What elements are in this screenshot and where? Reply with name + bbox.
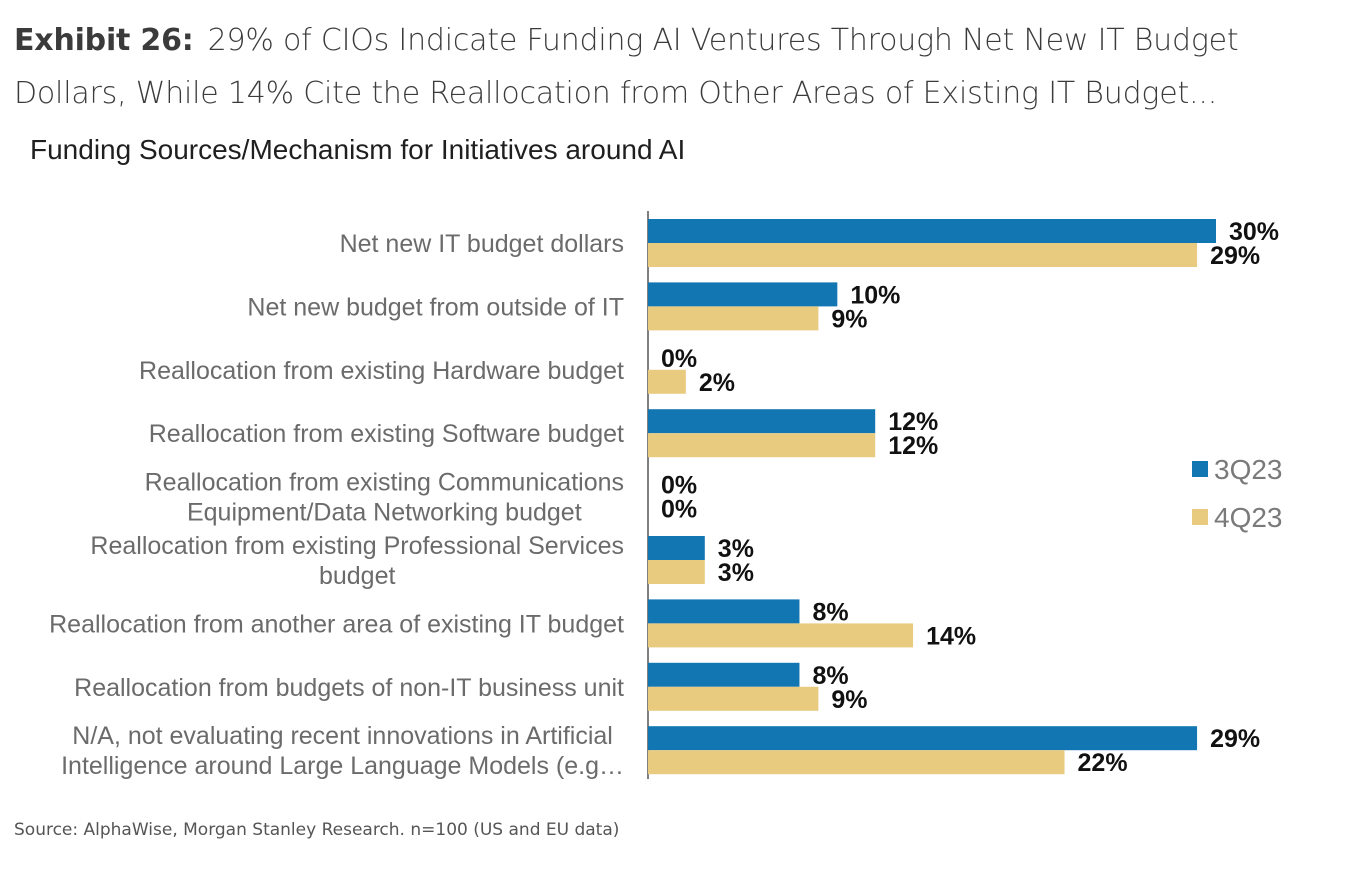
category-label: Reallocation from existing Software budg… <box>149 420 624 448</box>
data-label: 10% <box>850 281 900 309</box>
category-label: Reallocation from existing Communication… <box>145 469 624 527</box>
legend-label: 3Q23 <box>1214 454 1283 485</box>
category-label: Reallocation from another area of existi… <box>49 610 624 638</box>
legend-label: 4Q23 <box>1214 502 1283 533</box>
bar-3q23 <box>648 536 705 560</box>
data-label: 22% <box>1078 749 1128 777</box>
bar-3q23 <box>648 726 1198 751</box>
data-label: 8% <box>812 662 848 690</box>
bar-3q23 <box>648 282 838 307</box>
source-note: Source: AlphaWise, Morgan Stanley Resear… <box>14 820 620 840</box>
bar-4q23 <box>648 369 686 394</box>
category-label-line: Reallocation from another area of existi… <box>49 610 624 638</box>
category-label-line: Net new budget from outside of IT <box>247 293 624 321</box>
category-label-line: Intelligence around Large Language Model… <box>61 752 624 780</box>
category-label: N/A, not evaluating recent innovations i… <box>61 722 624 780</box>
category-label: Net new IT budget dollars <box>340 230 624 258</box>
bar-3q23 <box>648 219 1216 243</box>
data-label: 29% <box>1210 242 1260 270</box>
category-label-line: Reallocation from budgets of non-IT busi… <box>74 674 624 702</box>
legend-swatch-3q23 <box>1192 461 1208 477</box>
category-label: Reallocation from existing Hardware budg… <box>139 357 624 385</box>
exhibit-headline: 29% of CIOs Indicate Funding AI Ventures… <box>14 23 1239 111</box>
bar-3q23 <box>648 599 800 624</box>
exhibit-header: Exhibit 26: 29% of CIOs Indicate Funding … <box>14 14 1334 120</box>
data-label: 12% <box>888 408 938 436</box>
legend-swatch-4q23 <box>1192 509 1208 525</box>
data-label: 0% <box>661 496 697 524</box>
category-label-line: Reallocation from existing Software budg… <box>149 420 624 448</box>
chart-title: Funding Sources/Mechanism for Initiative… <box>30 134 686 165</box>
category-label-line: Reallocation from existing Hardware budg… <box>139 357 624 385</box>
data-label: 8% <box>812 598 848 626</box>
bar-4q23 <box>648 306 819 331</box>
category-label-line: Reallocation from existing Communication… <box>145 469 624 497</box>
category-label-line: Equipment/Data Networking budget <box>187 499 582 527</box>
bar-3q23 <box>648 662 800 687</box>
bar-4q23 <box>648 433 876 458</box>
data-label: 30% <box>1229 218 1279 246</box>
category-label: Net new budget from outside of IT <box>247 293 624 321</box>
category-label-line: Reallocation from existing Professional … <box>90 532 624 560</box>
bar-4q23 <box>648 623 914 648</box>
bar-4q23 <box>648 243 1198 267</box>
data-label: 0% <box>661 345 697 373</box>
category-label-line: N/A, not evaluating recent innovations i… <box>72 722 613 750</box>
exhibit-label: Exhibit 26: <box>14 23 194 58</box>
bar-3q23 <box>648 409 876 434</box>
bar-4q23 <box>648 560 705 584</box>
bar-4q23 <box>648 686 819 711</box>
data-label: 14% <box>926 622 976 650</box>
data-label: 2% <box>699 369 735 397</box>
data-label: 3% <box>718 559 754 587</box>
category-label-line: Net new IT budget dollars <box>340 230 624 258</box>
category-label: Reallocation from existing Professional … <box>90 532 624 590</box>
data-label: 12% <box>888 432 938 460</box>
data-label: 3% <box>718 535 754 563</box>
data-label: 0% <box>661 472 697 500</box>
data-label: 9% <box>831 305 867 333</box>
data-label: 9% <box>831 686 867 714</box>
category-label: Reallocation from budgets of non-IT busi… <box>74 674 624 702</box>
data-label: 29% <box>1210 725 1260 753</box>
bar-4q23 <box>648 750 1065 775</box>
category-label-line: budget <box>319 562 396 590</box>
